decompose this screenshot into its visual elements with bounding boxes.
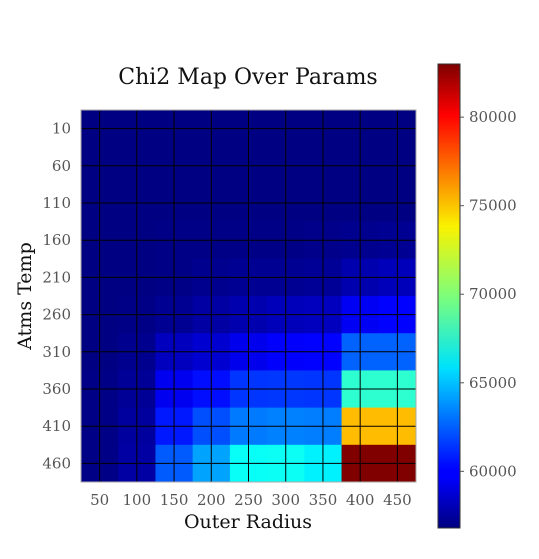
colorbar-gradient (437, 63, 461, 529)
y-tick-label: 10 (52, 120, 71, 138)
colorbar-tick-label: 60000 (469, 462, 517, 480)
colorbar-tick-label: 75000 (469, 197, 517, 215)
x-axis-label: Outer Radius (184, 511, 312, 533)
colorbar-tick-label: 70000 (469, 285, 517, 303)
x-tick-label: 400 (346, 491, 375, 509)
y-tick-label: 410 (42, 417, 71, 435)
y-tick-label: 460 (42, 454, 71, 472)
x-tick-label: 350 (309, 491, 338, 509)
heatmap-grid (81, 110, 416, 482)
colorbar: 60000 65000 70000 75000 80000 (437, 63, 517, 529)
y-tick-label: 310 (42, 343, 71, 361)
y-tick-label: 210 (42, 268, 71, 286)
y-axis-label: Atms Temp (14, 242, 36, 350)
x-tick-label: 100 (123, 491, 152, 509)
y-tick-label: 160 (42, 231, 71, 249)
x-tick-label: 200 (197, 491, 226, 509)
colorbar-tick-label: 80000 (469, 108, 517, 126)
chart-title: Chi2 Map Over Params (118, 65, 377, 90)
y-tick-label: 60 (52, 157, 71, 175)
y-tick-label: 260 (42, 306, 71, 324)
y-tick-label: 110 (42, 194, 71, 212)
x-tick-label: 150 (160, 491, 189, 509)
x-tick-label: 50 (90, 491, 109, 509)
colorbar-ticks: 60000 65000 70000 75000 80000 (460, 108, 517, 480)
y-tick-label: 360 (42, 380, 71, 398)
x-tick-label: 300 (271, 491, 300, 509)
x-tick-label: 450 (383, 491, 412, 509)
x-tick-labels: 50 100 150 200 250 300 350 400 450 (90, 491, 412, 509)
y-tick-labels: 10 60 110 160 210 260 310 360 410 460 (42, 120, 71, 473)
x-tick-label: 250 (234, 491, 263, 509)
colorbar-tick-label: 65000 (469, 374, 517, 392)
plot-frame (80, 109, 417, 483)
